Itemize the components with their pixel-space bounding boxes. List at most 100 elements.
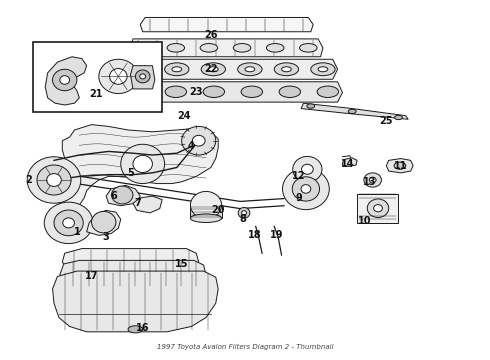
Ellipse shape bbox=[241, 86, 263, 98]
Ellipse shape bbox=[301, 185, 311, 193]
Polygon shape bbox=[125, 82, 343, 102]
Ellipse shape bbox=[99, 59, 138, 94]
Ellipse shape bbox=[317, 86, 339, 98]
Text: 12: 12 bbox=[292, 171, 305, 181]
Ellipse shape bbox=[165, 63, 189, 76]
Polygon shape bbox=[343, 158, 357, 166]
Text: 15: 15 bbox=[175, 259, 189, 269]
Ellipse shape bbox=[293, 157, 322, 182]
Ellipse shape bbox=[292, 177, 319, 201]
Ellipse shape bbox=[201, 63, 225, 76]
Ellipse shape bbox=[282, 67, 291, 72]
Text: 9: 9 bbox=[295, 193, 302, 203]
Text: 1997 Toyota Avalon Filters Diagram 2 - Thumbnail: 1997 Toyota Avalon Filters Diagram 2 - T… bbox=[157, 343, 333, 350]
Ellipse shape bbox=[299, 44, 317, 52]
Ellipse shape bbox=[369, 177, 376, 183]
Ellipse shape bbox=[274, 63, 298, 76]
Polygon shape bbox=[60, 260, 206, 288]
Ellipse shape bbox=[394, 162, 406, 169]
Polygon shape bbox=[130, 39, 323, 57]
Text: 5: 5 bbox=[127, 168, 134, 178]
Ellipse shape bbox=[238, 63, 262, 76]
Text: 7: 7 bbox=[134, 198, 141, 208]
FancyBboxPatch shape bbox=[357, 194, 398, 223]
Text: 21: 21 bbox=[90, 89, 103, 99]
Ellipse shape bbox=[311, 63, 335, 76]
Ellipse shape bbox=[200, 44, 218, 52]
Polygon shape bbox=[57, 125, 218, 208]
Ellipse shape bbox=[233, 44, 251, 52]
Text: 2: 2 bbox=[25, 175, 31, 185]
Text: 3: 3 bbox=[103, 232, 110, 242]
Polygon shape bbox=[45, 57, 87, 105]
Ellipse shape bbox=[193, 135, 205, 146]
Text: 13: 13 bbox=[363, 177, 376, 187]
Ellipse shape bbox=[238, 207, 250, 218]
Ellipse shape bbox=[27, 157, 81, 203]
Polygon shape bbox=[87, 210, 121, 235]
Text: 14: 14 bbox=[341, 159, 354, 169]
Ellipse shape bbox=[203, 86, 224, 98]
Text: 16: 16 bbox=[136, 323, 149, 333]
Ellipse shape bbox=[368, 199, 389, 217]
Ellipse shape bbox=[245, 67, 255, 72]
Ellipse shape bbox=[127, 86, 148, 98]
Ellipse shape bbox=[134, 44, 151, 52]
Ellipse shape bbox=[54, 210, 83, 236]
Ellipse shape bbox=[60, 76, 70, 84]
Ellipse shape bbox=[182, 126, 216, 155]
Text: 24: 24 bbox=[177, 111, 191, 121]
Ellipse shape bbox=[47, 174, 61, 186]
Ellipse shape bbox=[135, 67, 145, 72]
Text: 23: 23 bbox=[190, 87, 203, 98]
Ellipse shape bbox=[307, 104, 315, 108]
Ellipse shape bbox=[279, 86, 300, 98]
Text: 17: 17 bbox=[85, 271, 98, 282]
Polygon shape bbox=[140, 18, 313, 32]
Ellipse shape bbox=[135, 70, 150, 83]
Polygon shape bbox=[133, 196, 162, 213]
Text: 1: 1 bbox=[74, 227, 80, 237]
Ellipse shape bbox=[112, 186, 133, 204]
FancyBboxPatch shape bbox=[33, 42, 162, 112]
Text: 19: 19 bbox=[270, 230, 283, 240]
Ellipse shape bbox=[128, 63, 152, 76]
Polygon shape bbox=[128, 59, 338, 79]
Ellipse shape bbox=[267, 44, 284, 52]
Ellipse shape bbox=[283, 168, 329, 210]
Ellipse shape bbox=[191, 192, 221, 219]
Text: 20: 20 bbox=[212, 205, 225, 215]
Ellipse shape bbox=[133, 156, 152, 172]
Ellipse shape bbox=[165, 86, 187, 98]
Ellipse shape bbox=[140, 74, 146, 79]
Text: 18: 18 bbox=[248, 230, 262, 240]
Ellipse shape bbox=[44, 202, 93, 244]
Ellipse shape bbox=[37, 165, 71, 195]
Ellipse shape bbox=[301, 164, 313, 174]
Text: 11: 11 bbox=[394, 161, 408, 171]
Ellipse shape bbox=[63, 218, 74, 228]
Polygon shape bbox=[62, 249, 199, 274]
Text: 26: 26 bbox=[204, 30, 218, 40]
Ellipse shape bbox=[374, 204, 382, 212]
Ellipse shape bbox=[121, 144, 165, 184]
Ellipse shape bbox=[52, 69, 77, 91]
Ellipse shape bbox=[167, 44, 185, 52]
Text: 6: 6 bbox=[110, 191, 117, 201]
Ellipse shape bbox=[364, 173, 381, 187]
Ellipse shape bbox=[348, 109, 356, 113]
Polygon shape bbox=[386, 158, 413, 173]
Ellipse shape bbox=[242, 211, 246, 215]
Ellipse shape bbox=[128, 326, 143, 333]
Polygon shape bbox=[106, 185, 140, 206]
Text: 22: 22 bbox=[204, 64, 218, 74]
Ellipse shape bbox=[191, 214, 221, 222]
Ellipse shape bbox=[92, 211, 116, 233]
Ellipse shape bbox=[110, 68, 127, 84]
Text: 4: 4 bbox=[188, 141, 195, 151]
Ellipse shape bbox=[172, 67, 182, 72]
Ellipse shape bbox=[394, 115, 402, 120]
Text: 8: 8 bbox=[239, 214, 246, 224]
Polygon shape bbox=[301, 103, 408, 119]
Text: 10: 10 bbox=[358, 216, 371, 226]
